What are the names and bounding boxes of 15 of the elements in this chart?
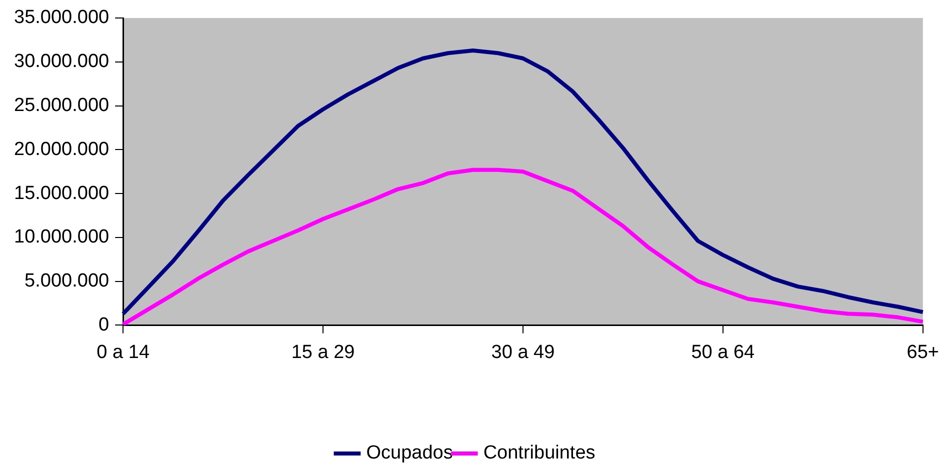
- y-tick-label: 20.000.000: [14, 138, 110, 160]
- y-tick-label: 10.000.000: [14, 226, 110, 248]
- x-tick-label: 50 a 64: [691, 342, 756, 363]
- x-tick-label: 0 a 14: [96, 342, 150, 363]
- y-tick-label: 0: [98, 314, 110, 336]
- x-tick-label: 15 a 29: [291, 342, 355, 363]
- legend-label: Contribuintes: [483, 442, 596, 464]
- legend-label: Ocupados: [366, 442, 453, 464]
- x-tick-label: 65+: [906, 342, 939, 363]
- x-tick-label: 30 a 49: [491, 342, 555, 363]
- y-tick-label: 5.000.000: [24, 270, 110, 292]
- y-tick-label: 30.000.000: [14, 51, 110, 72]
- y-tick-label: 15.000.000: [14, 182, 110, 204]
- y-tick-label: 25.000.000: [14, 95, 110, 116]
- y-tick-label: 35.000.000: [14, 7, 110, 28]
